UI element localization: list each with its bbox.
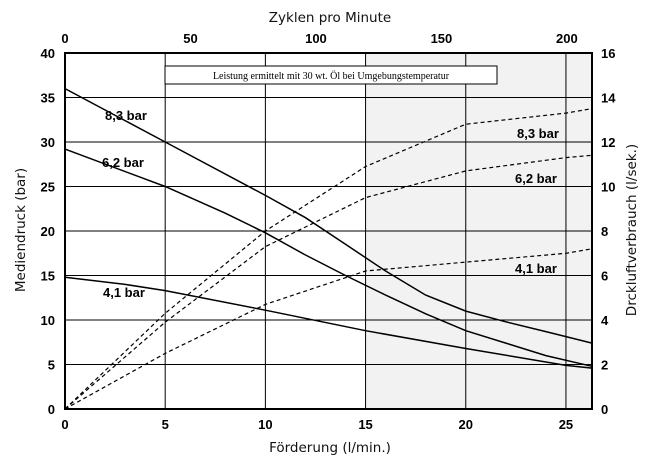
x-tick-label: 10 (258, 417, 272, 432)
y-axis-title: Mediendruck (bar) (13, 168, 29, 292)
pressure-curve-1 (64, 148, 593, 368)
x-tick-label: 25 (559, 417, 573, 432)
y-tick-label: 30 (41, 135, 55, 150)
y2-tick-label: 4 (601, 313, 609, 328)
label-pressure-8-3: 8,3 bar (105, 108, 147, 123)
air-consumption-curve-0 (64, 108, 593, 410)
y2-tick-label: 8 (601, 224, 608, 239)
tick-labels: 0 5 10 15 20 25 0 50 100 150 200 0 5 10 15 20 25 30 35 40 0 2… (41, 31, 617, 432)
y-tick-label: 10 (41, 313, 55, 328)
x-tick-label: 15 (358, 417, 372, 432)
top-tick-label: 200 (556, 31, 578, 46)
label-pressure-6-2: 6,2 bar (102, 155, 144, 170)
x-tick-label: 5 (162, 417, 169, 432)
label-pressure-4-1: 4,1 bar (103, 285, 145, 300)
y-tick-label: 35 (41, 91, 55, 106)
x-tick-label: 20 (459, 417, 473, 432)
y-tick-label: 40 (41, 46, 55, 61)
top-tick-label: 0 (61, 31, 68, 46)
label-air-4-1: 4,1 bar (515, 261, 557, 276)
label-air-8-3: 8,3 bar (517, 126, 559, 141)
x-tick-label: 0 (61, 417, 68, 432)
y-tick-label: 20 (41, 224, 55, 239)
y-tick-label: 5 (48, 358, 55, 373)
top-axis-title: Zyklen pro Minute (269, 10, 391, 26)
pressure-curve-2 (64, 276, 593, 369)
air-consumption-curve-2 (64, 248, 593, 410)
y2-tick-label: 2 (601, 358, 608, 373)
y2-tick-label: 10 (601, 180, 615, 195)
x-axis-title: Förderung (l/min.) (269, 440, 391, 456)
y2-tick-label: 0 (601, 402, 608, 417)
top-tick-label: 150 (431, 31, 453, 46)
air-consumption-curve-1 (64, 154, 593, 410)
y2-tick-label: 6 (601, 269, 608, 284)
pressure-curve-0 (64, 87, 593, 344)
chart-note-box (164, 65, 498, 85)
top-tick-label: 50 (183, 31, 197, 46)
y2-tick-label: 12 (601, 135, 615, 150)
curves (64, 87, 593, 410)
y2-axis-title: Drckluftverbrauch (l/sek.) (624, 144, 640, 316)
top-tick-label: 100 (305, 31, 327, 46)
y-tick-label: 25 (41, 180, 55, 195)
chart-note: Leistung ermittelt mit 30 wt. Öl bei Umg… (164, 65, 498, 85)
y-tick-label: 15 (41, 269, 55, 284)
y2-tick-label: 16 (601, 46, 615, 61)
label-air-6-2: 6,2 bar (515, 171, 557, 186)
y-tick-label: 0 (48, 402, 55, 417)
chart-note-text: Leistung ermittelt mit 30 wt. Öl bei Umg… (213, 70, 450, 82)
y2-tick-label: 14 (601, 91, 616, 106)
plot-frame (64, 52, 593, 410)
